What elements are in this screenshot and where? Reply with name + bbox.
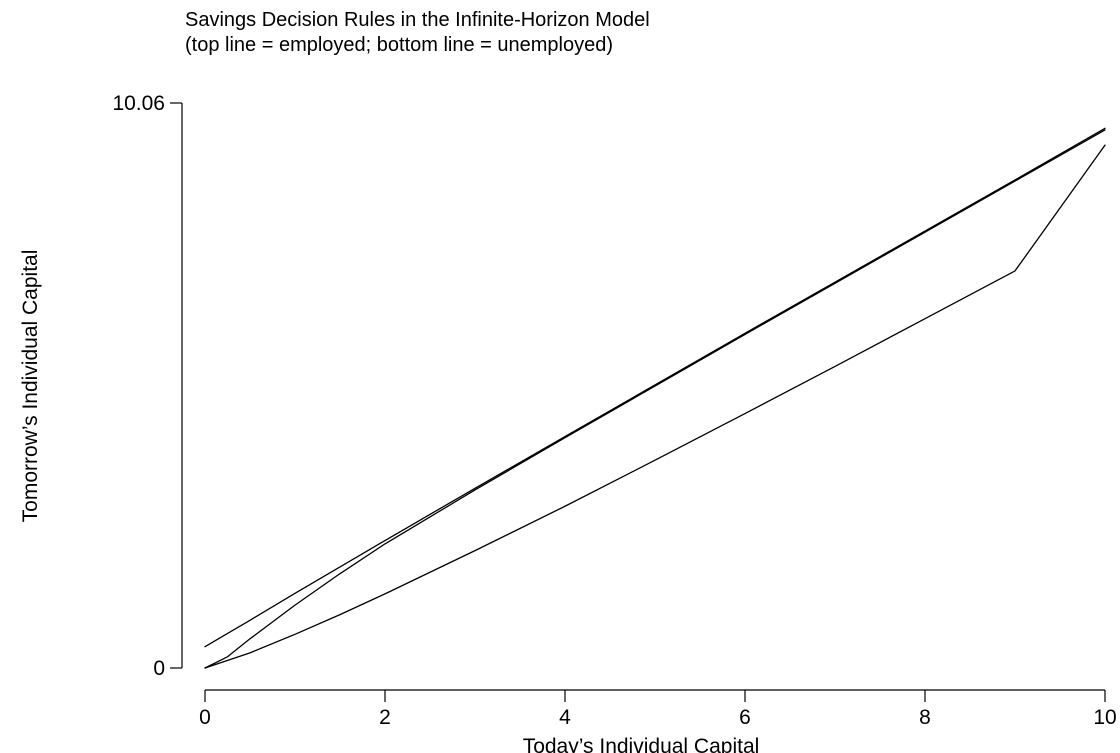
x-tick-label: 0: [199, 706, 211, 729]
x-axis-label: Today’s Individual Capital: [523, 735, 760, 753]
x-tick-label: 8: [919, 706, 931, 729]
y-axis-label: Tomorrow’s Individual Capital: [19, 250, 42, 523]
chart-subtitle: (top line = employed; bottom line = unem…: [185, 34, 613, 56]
x-tick-label: 6: [739, 706, 751, 729]
axes: [181, 103, 1105, 691]
x-ticks: 0 2 4 6 8 10: [199, 690, 1117, 729]
y-tick-label: 0: [153, 657, 165, 680]
x-tick-label: 4: [559, 706, 571, 729]
y-ticks: 010.06: [112, 92, 182, 680]
unemployed-line: [204, 144, 1106, 669]
employed-upper-line: [204, 127, 1106, 648]
x-tick-label: 10: [1093, 706, 1116, 729]
y-tick-label: 10.06: [112, 92, 165, 115]
chart-title: Savings Decision Rules in the Infinite-H…: [185, 9, 650, 31]
x-tick-label: 2: [379, 706, 391, 729]
employed-lower-line: [204, 129, 1106, 669]
series-lines: [204, 127, 1106, 669]
